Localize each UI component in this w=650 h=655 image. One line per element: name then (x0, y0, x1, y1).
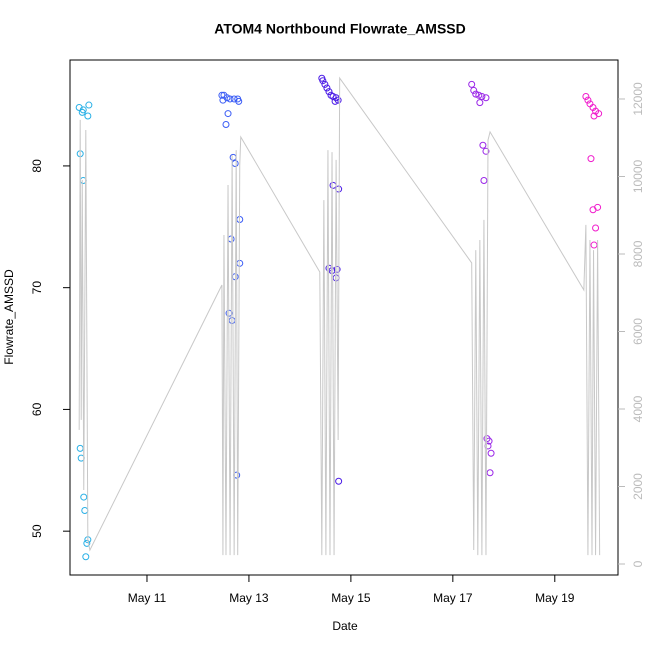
point (80, 493, 88, 501)
point (594, 203, 602, 211)
point (81, 506, 89, 514)
point (334, 96, 342, 104)
x-tick-label: May 13 (229, 591, 269, 605)
point (468, 80, 476, 88)
y2-tick-label: 2000 (631, 473, 645, 500)
point (485, 437, 493, 445)
y2-tick-label: 8000 (631, 240, 645, 267)
point (84, 112, 92, 120)
y-tick-label: 70 (30, 281, 44, 295)
y2-tick-label: 10000 (631, 159, 645, 193)
y2-tick-label: 0 (631, 560, 645, 567)
point (329, 181, 337, 189)
point (224, 110, 232, 118)
point (227, 235, 235, 243)
point (222, 121, 230, 129)
x-tick-label: May 15 (331, 591, 371, 605)
x-tick-label: May 11 (128, 591, 167, 605)
point (476, 99, 484, 107)
point (231, 159, 239, 167)
point (223, 94, 231, 102)
point (470, 86, 478, 94)
point (486, 469, 494, 477)
plot-frame (69, 59, 619, 576)
x-tick-label: May 17 (433, 591, 473, 605)
point (226, 95, 234, 103)
y2-tick-label: 6000 (631, 318, 645, 345)
point (582, 93, 590, 101)
point (83, 539, 91, 547)
y-tick-label: 50 (30, 524, 44, 538)
y-tick-label: 60 (30, 402, 44, 416)
point (85, 101, 93, 109)
point (236, 259, 244, 267)
point (82, 553, 90, 561)
point (590, 241, 598, 249)
y2-tick-label: 12000 (631, 82, 645, 116)
point (78, 108, 86, 116)
y-tick-label: 80 (30, 159, 44, 173)
line (78, 76, 601, 556)
point (478, 93, 486, 101)
point (325, 88, 333, 96)
point (235, 97, 243, 105)
x-tick-label: May 19 (535, 591, 575, 605)
x-axis-label: Date (332, 619, 358, 633)
point (472, 90, 480, 98)
point (487, 449, 495, 457)
y2-tick-label: 4000 (631, 395, 645, 422)
point (335, 477, 343, 485)
point (331, 97, 339, 105)
point (76, 444, 84, 452)
point (323, 84, 331, 92)
point (479, 141, 487, 149)
point (482, 94, 490, 102)
point (482, 147, 490, 155)
point (475, 91, 483, 99)
point (321, 80, 329, 88)
point (584, 96, 592, 104)
chart-title: ATOM4 Northbound Flowrate_AMSSD (214, 21, 465, 37)
y-axis-label: Flowrate_AMSSD (2, 269, 16, 365)
point (480, 177, 488, 185)
point (228, 317, 236, 325)
point (590, 112, 598, 120)
point (229, 153, 237, 161)
point (319, 77, 327, 85)
point (332, 274, 340, 282)
point (592, 224, 600, 232)
point (587, 155, 595, 163)
